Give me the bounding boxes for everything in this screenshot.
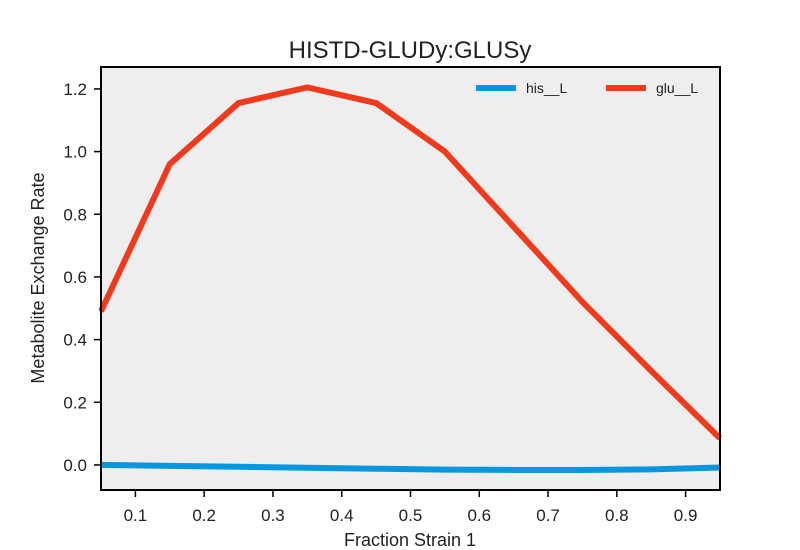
x-tick-label: 0.3	[261, 506, 285, 525]
y-tick-label: 0.2	[63, 393, 87, 412]
x-axis: 0.1 0.2 0.3 0.4 0.5 0.6 0.7 0.8 0.9	[124, 490, 698, 525]
x-axis-label: Fraction Strain 1	[344, 530, 476, 550]
y-axis-label: Metabolite Exchange Rate	[28, 172, 48, 383]
x-tick-label: 0.1	[124, 506, 148, 525]
x-tick-label: 0.2	[192, 506, 216, 525]
y-tick-label: 1.0	[63, 143, 87, 162]
legend-label: his__L	[526, 80, 567, 96]
chart-title: HISTD-GLUDy:GLUSy	[289, 37, 532, 64]
y-tick-label: 0.6	[63, 268, 87, 287]
x-tick-label: 0.5	[399, 506, 423, 525]
series-line-glu-l	[98, 84, 723, 441]
legend: his__L glu__L	[476, 80, 698, 96]
y-tick-label: 0.8	[63, 205, 87, 224]
y-axis: 0.0 0.2 0.4 0.6 0.8 1.0 1.2	[63, 80, 101, 475]
x-tick-label: 0.9	[674, 506, 698, 525]
x-tick-label: 0.7	[536, 506, 560, 525]
series-layer	[98, 84, 723, 473]
y-tick-label: 1.2	[63, 80, 87, 99]
y-tick-label: 0.0	[63, 456, 87, 475]
y-tick-label: 0.4	[63, 331, 87, 350]
x-tick-label: 0.8	[605, 506, 629, 525]
series-line-his-l	[100, 461, 721, 473]
x-tick-label: 0.6	[467, 506, 491, 525]
legend-label: glu__L	[656, 80, 698, 96]
x-tick-label: 0.4	[330, 506, 354, 525]
